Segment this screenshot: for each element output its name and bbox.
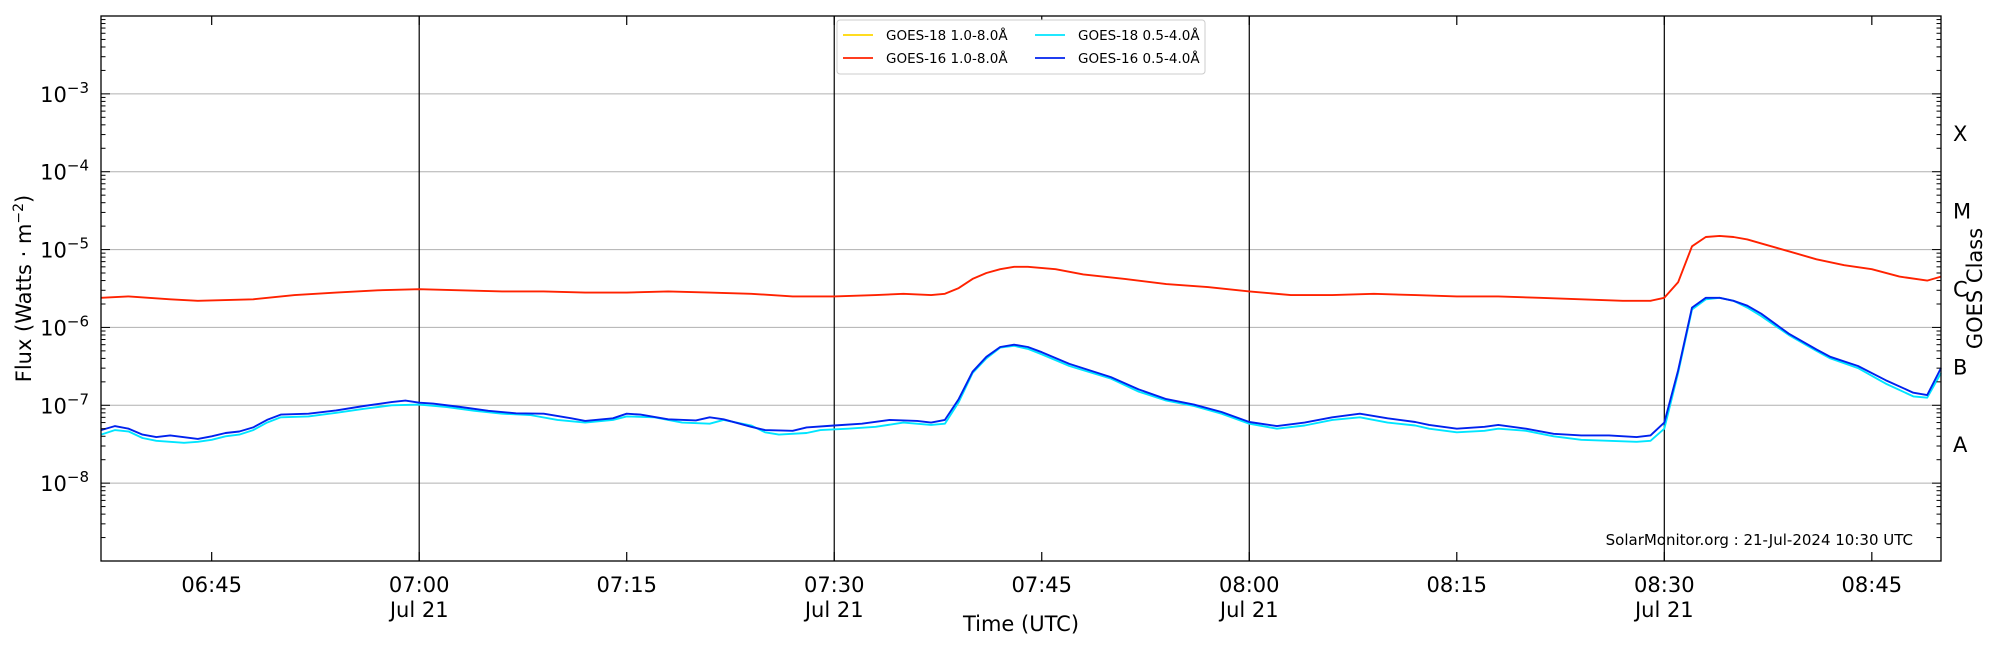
legend-label: GOES-18 0.5-4.0Å: [1078, 27, 1200, 44]
x-tick-sublabel: Jul 21: [803, 598, 864, 622]
legend: GOES-18 1.0-8.0Å GOES-16 1.0-8.0Å GOES-18 …: [836, 19, 1206, 75]
x-tick-label: 08:00: [1219, 573, 1280, 597]
y-tick-label: 10−8: [40, 468, 89, 496]
legend-label: GOES-16 1.0-8.0Å: [886, 50, 1008, 67]
y-tick-label: 10−5: [40, 235, 89, 263]
x-tick-label: 08:30: [1634, 573, 1695, 597]
x-tick-label: 07:15: [596, 573, 657, 597]
goes-class-label: A: [1953, 433, 1968, 457]
x-tick-sublabel: Jul 21: [1633, 598, 1694, 622]
y-tick-label: 10−7: [40, 390, 89, 418]
series-line: [100, 296, 1942, 440]
x-tick-label: 07:45: [1011, 573, 1072, 597]
goes-class-label: C: [1953, 278, 1968, 302]
goes-class-label: M: [1953, 200, 1971, 224]
legend-box: [836, 19, 1206, 75]
goes-class-label: B: [1953, 355, 1967, 379]
plot-frame: [100, 15, 1942, 562]
y-tick-label: 10−4: [40, 157, 89, 185]
x-tick-label: 07:00: [389, 573, 450, 597]
legend-label: GOES-16 0.5-4.0Å: [1078, 50, 1200, 67]
series-line: [100, 234, 1942, 302]
x-tick-label: 06:45: [181, 573, 242, 597]
series-lines: [100, 234, 1942, 444]
y-tick-label: 10−6: [40, 312, 89, 340]
goes-class-label: X: [1953, 122, 1967, 146]
goes-class-labels: A B C M X: [1953, 122, 1971, 457]
x-tick-label: 08:45: [1842, 573, 1903, 597]
x-tick-label: 08:15: [1427, 573, 1488, 597]
y-axis-title: Flux (Watts · m−2): [11, 195, 36, 383]
goes-class-axis-title: GOES Class: [1963, 228, 1987, 349]
x-tick-sublabel: Jul 21: [1218, 598, 1279, 622]
credit-text: SolarMonitor.org : 21-Jul-2024 10:30 UTC: [1606, 531, 1913, 549]
y-axis-ticks: 10−8 10−7 10−6 10−5 10−4 10−3: [40, 19, 1941, 562]
y-tick-label: 10−3: [40, 79, 89, 107]
x-axis-title: Time (UTC): [962, 612, 1079, 636]
legend-label: GOES-18 1.0-8.0Å: [886, 27, 1008, 44]
x-tick-label: 07:30: [804, 573, 865, 597]
x-tick-sublabel: Jul 21: [388, 598, 449, 622]
